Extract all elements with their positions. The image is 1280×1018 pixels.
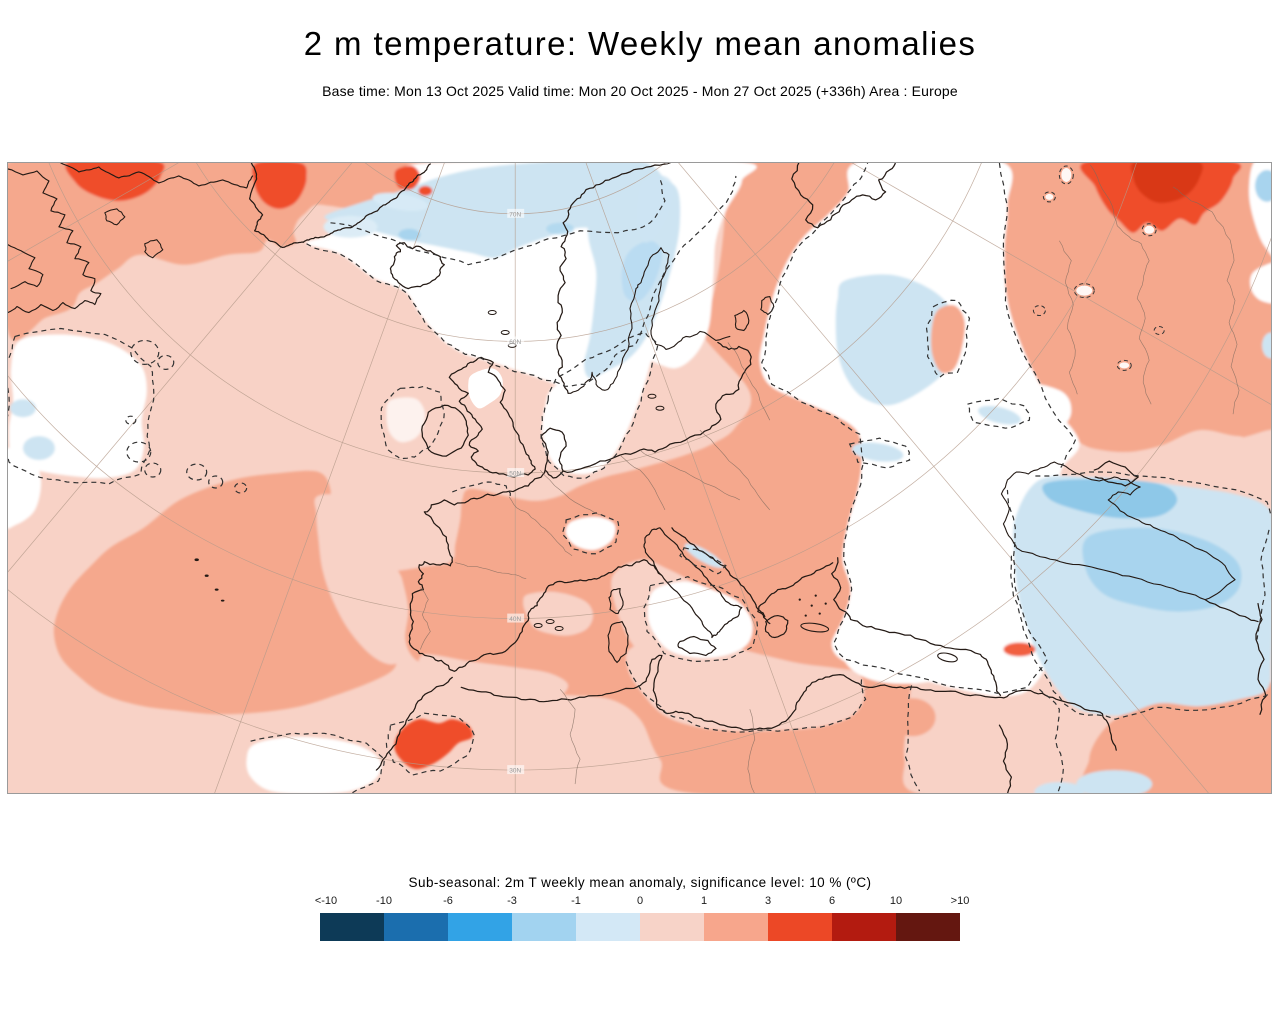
svg-text:70N: 70N bbox=[509, 211, 521, 218]
svg-text:50N: 50N bbox=[509, 471, 521, 478]
svg-text:30N: 30N bbox=[509, 768, 521, 775]
svg-text:40N: 40N bbox=[509, 616, 521, 623]
svg-text:60N: 60N bbox=[509, 339, 521, 346]
